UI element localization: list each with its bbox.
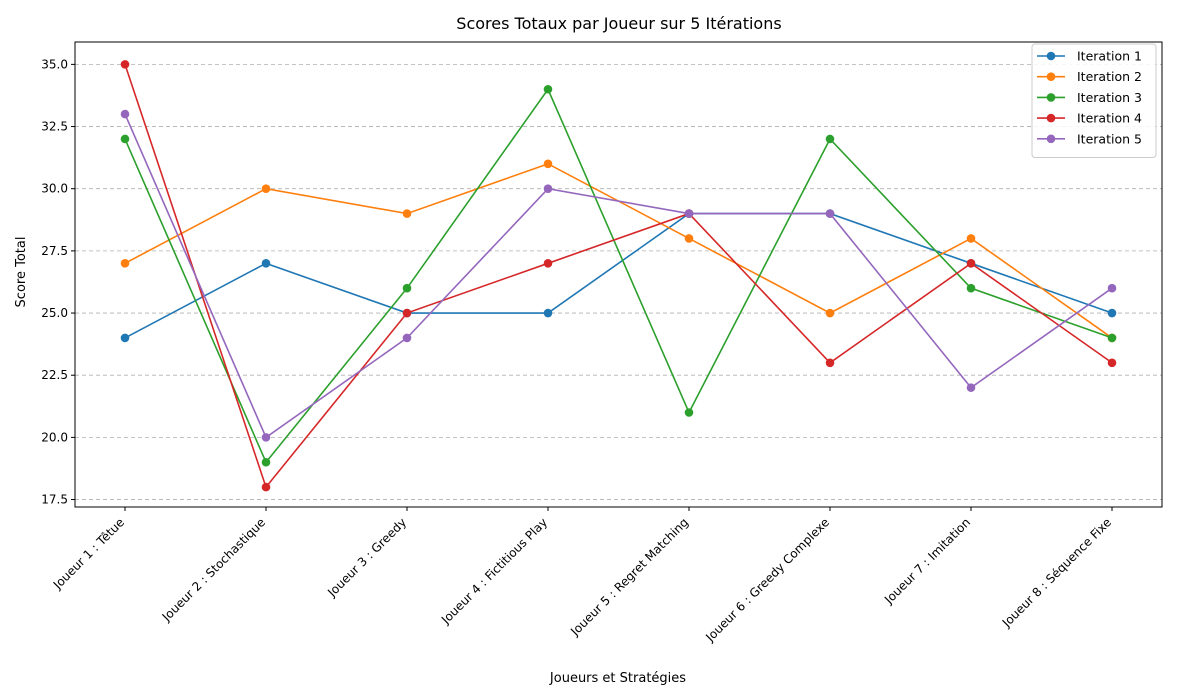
data-point (1107, 333, 1117, 343)
x-axis-label: Joueurs et Stratégies (549, 671, 686, 686)
x-tick-label: Joueur 4 : Fictitious Play (438, 515, 550, 627)
series-lines (120, 60, 1117, 492)
data-point (120, 60, 130, 69)
x-tick-label: Joueur 2 : Stochastique (159, 515, 268, 624)
series-line (124, 212, 1113, 339)
data-point (684, 234, 694, 243)
legend-item: Iteration 4 (1037, 111, 1142, 126)
data-point (684, 408, 694, 417)
series-line (124, 64, 1113, 489)
chart-title: Scores Totaux par Joueur sur 5 Itération… (456, 14, 781, 33)
data-point (261, 457, 271, 467)
legend-marker (1046, 93, 1056, 102)
data-point (543, 84, 553, 94)
legend-label: Iteration 2 (1077, 69, 1142, 84)
series-iteration-5 (120, 109, 1117, 442)
series-line (124, 87, 1113, 464)
legend-marker (1046, 113, 1056, 123)
plot-frame (74, 41, 1163, 508)
data-point (825, 358, 835, 368)
x-tick-label: Joueur 7 : Imitation (881, 515, 973, 607)
data-point (966, 283, 976, 293)
y-tick-label: 17.5 (41, 493, 68, 507)
data-point (543, 184, 553, 194)
legend-label: Iteration 4 (1077, 111, 1142, 126)
legend-marker (1046, 51, 1056, 61)
series-iteration-1 (120, 209, 1117, 343)
y-axis-label: Score Total (14, 237, 29, 308)
legend-label: Iteration 5 (1077, 131, 1142, 146)
y-tick-label: 30.0 (41, 182, 68, 196)
data-point (402, 333, 412, 343)
x-axis-ticks: Joueur 1 : Têtue Joueur 2 : Stochastique J… (50, 507, 1114, 645)
legend-label: Iteration 3 (1077, 90, 1142, 105)
data-point (261, 433, 271, 442)
data-point (825, 209, 835, 218)
y-axis-ticks: 17.5 20.0 22.5 25.0 27.5 30.0 32.5 35.0 (41, 57, 75, 507)
series-iteration-3 (120, 84, 1117, 467)
y-tick-label: 25.0 (41, 306, 68, 320)
legend-item: Iteration 2 (1037, 69, 1142, 84)
data-point (120, 109, 130, 119)
legend-box (1031, 43, 1157, 158)
data-point (825, 134, 835, 144)
data-point (120, 333, 130, 343)
x-tick-label: Joueur 6 : Greedy Complexe (702, 515, 832, 645)
series-iteration-4 (120, 60, 1117, 492)
data-point (543, 308, 553, 318)
legend-label: Iteration 1 (1077, 49, 1142, 64)
x-tick-label: Joueur 3 : Greedy (324, 515, 409, 600)
data-point (543, 259, 553, 268)
y-tick-label: 35.0 (41, 57, 68, 71)
data-point (120, 134, 130, 144)
data-point (1107, 308, 1117, 318)
data-point (966, 234, 976, 243)
data-point (1107, 358, 1117, 368)
data-point (402, 308, 412, 318)
data-point (966, 259, 976, 268)
y-tick-label: 22.5 (41, 368, 68, 382)
legend: Iteration 1 Iteration 2 Iteration 3 Iterati… (1031, 43, 1157, 158)
y-tick-label: 27.5 (41, 244, 68, 258)
legend-item: Iteration 3 (1037, 90, 1142, 105)
x-tick-label: Joueur 5 : Regret Matching (567, 515, 691, 639)
data-point (684, 209, 694, 218)
y-tick-label: 20.0 (41, 430, 68, 444)
legend-item: Iteration 1 (1037, 49, 1142, 64)
y-tick-label: 32.5 (41, 120, 68, 134)
data-point (543, 159, 553, 169)
series-line (124, 113, 1113, 439)
data-point (261, 184, 271, 194)
x-tick-label: Joueur 8 : Séquence Fixe (999, 515, 1114, 630)
data-point (1107, 283, 1117, 293)
legend-marker (1046, 134, 1056, 144)
legend-item: Iteration 5 (1037, 131, 1142, 146)
data-point (825, 308, 835, 318)
data-point (966, 383, 976, 392)
data-point (120, 259, 130, 268)
legend-marker (1046, 72, 1056, 81)
data-point (402, 209, 412, 218)
x-tick-label: Joueur 1 : Têtue (50, 515, 127, 592)
data-point (261, 482, 271, 492)
data-point (402, 283, 412, 293)
data-point (261, 259, 271, 268)
gridlines (75, 63, 1162, 500)
